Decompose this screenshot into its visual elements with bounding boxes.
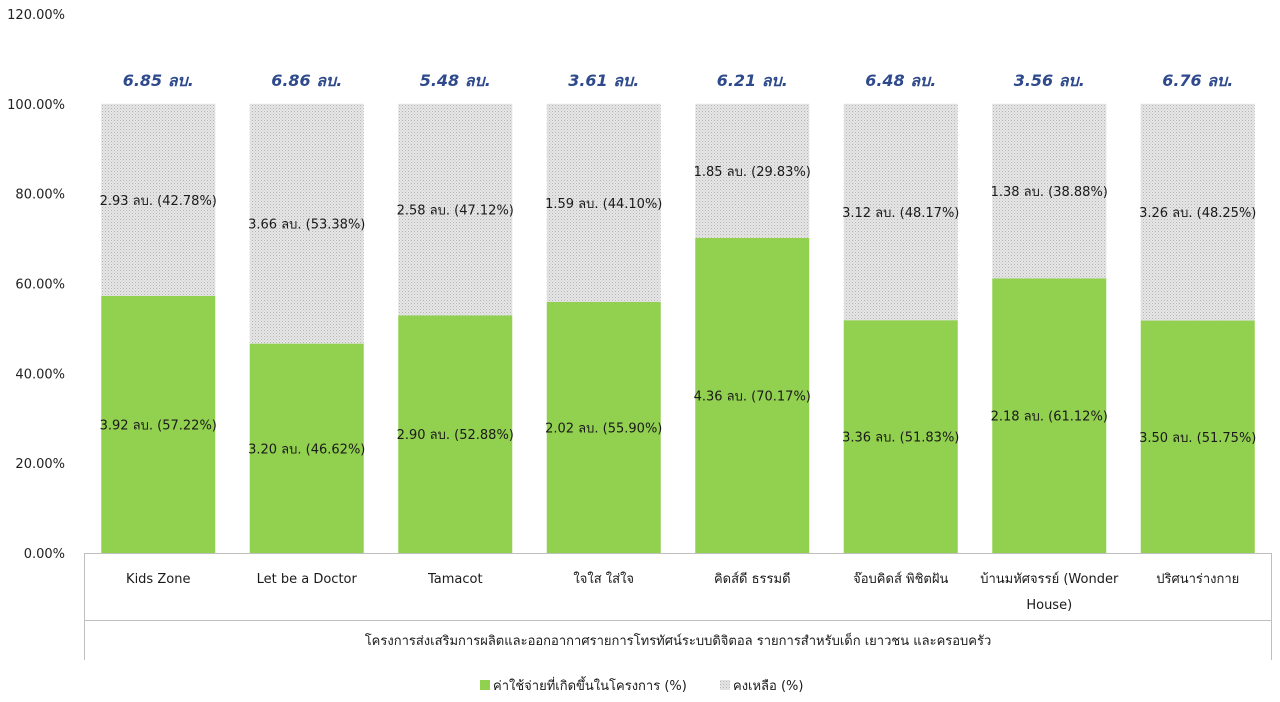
bar-segment [695,103,810,238]
total-label: 5.48 ลบ. [420,71,491,90]
total-label: 3.61 ลบ. [568,71,639,90]
data-labels: 3.92 ลบ. (57.22%) 2.93 ลบ. (42.78%) 3.20 ล… [100,165,1257,457]
bar-segment [101,103,216,296]
bar-segment [546,103,661,302]
y-axis: 0.00% 20.00% 40.00% 60.00% 80.00% 100.00% 120.… [7,8,65,562]
data-label: 3.20 ลบ. (46.62%) [248,442,365,457]
bar-segment [101,295,216,553]
data-label: 2.90 ลบ. (52.88%) [397,428,514,443]
category-label: ใจใส ใส่ใจ [573,571,634,587]
bar-segment [249,103,364,344]
category-label: Tamacot [427,572,483,587]
data-label: 3.36 ลบ. (51.83%) [842,431,959,446]
category-label: Kids Zone [126,572,190,587]
bar-segment [843,320,958,553]
bar-segment [992,278,1107,553]
data-label: 1.59 ลบ. (44.10%) [545,197,662,212]
legend-swatch [720,680,730,690]
bar-segment [992,103,1107,279]
category-label: ปริศนาร่างกาย [1156,572,1239,587]
legend-label: คงเหลือ (%) [733,678,803,694]
data-label: 3.50 ลบ. (51.75%) [1139,431,1256,446]
total-label: 6.76 ลบ. [1162,71,1233,90]
bar-segment [1140,103,1255,321]
category-label: บ้านมหัศจรรย์ (Wonder [980,571,1119,587]
bar-segment [1140,320,1255,553]
category-label: Let be a Doctor [257,572,358,587]
y-tick-label: 20.00% [15,457,65,472]
y-tick-label: 40.00% [15,367,65,382]
legend-label: ค่าใช้จ่ายที่เกิดขึ้นในโครงการ (%) [493,676,687,694]
bar-segment [398,315,513,553]
bar-segment [546,301,661,553]
data-label: 3.92 ลบ. (57.22%) [100,418,217,433]
legend: ค่าใช้จ่ายที่เกิดขึ้นในโครงการ (%) คงเหลื… [480,676,803,694]
bars [101,103,1255,553]
category-label: จ๊อบคิดส์ พิชิตฝัน [853,571,948,587]
group-label: โครงการส่งเสริมการผลิตและออกอากาศรายการโ… [365,631,992,649]
y-tick-label: 100.00% [7,98,65,113]
category-label: House) [1026,598,1072,613]
data-label: 1.85 ลบ. (29.83%) [694,165,811,180]
y-tick-label: 120.00% [7,8,65,23]
category-label: คิดส์ดี ธรรมดี [714,571,791,587]
total-label: 6.21 ลบ. [717,71,788,90]
total-label: 6.48 ลบ. [865,71,936,90]
data-label: 2.58 ลบ. (47.12%) [397,204,514,219]
total-label: 6.85 ลบ. [123,71,194,90]
total-labels: 6.85 ลบ. 6.86 ลบ. 5.48 ลบ. 3.61 ลบ. 6.21 ลบ.… [123,71,1234,90]
y-tick-label: 80.00% [15,188,65,203]
data-label: 3.12 ลบ. (48.17%) [842,206,959,221]
bar-segment [249,343,364,553]
total-label: 6.86 ลบ. [271,71,342,90]
y-tick-label: 60.00% [15,278,65,293]
data-label: 1.38 ลบ. (38.88%) [991,185,1108,200]
data-label: 2.18 ลบ. (61.12%) [991,410,1108,425]
data-label: 3.66 ลบ. (53.38%) [248,218,365,233]
data-label: 2.93 ลบ. (42.78%) [100,194,217,209]
data-label: 2.02 ลบ. (55.90%) [545,421,662,436]
data-label: 4.36 ลบ. (70.17%) [694,389,811,404]
bar-segment [843,103,958,321]
bar-segment [398,103,513,316]
bar-segment [695,237,810,553]
y-tick-label: 0.00% [24,547,65,562]
x-axis: Kids Zone Let be a Doctor Tamacot ใจใส ใส่ใ… [84,553,1272,660]
total-label: 3.56 ลบ. [1014,71,1085,90]
legend-swatch [480,680,490,690]
data-label: 3.26 ลบ. (48.25%) [1139,206,1256,221]
